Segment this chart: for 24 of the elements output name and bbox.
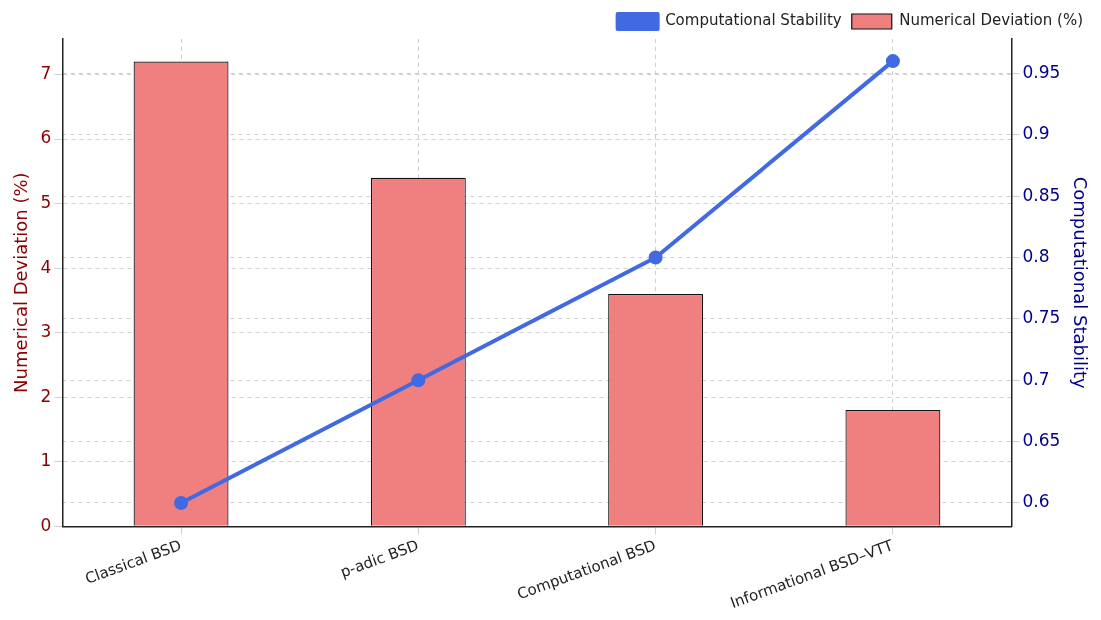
y-tick-label: 3 <box>40 321 52 342</box>
point <box>174 495 189 510</box>
y-axis-title: Numerical Deviation (%) <box>10 172 32 393</box>
y2-tick-label: 0.75 <box>1022 307 1061 328</box>
y-tick-label: 6 <box>40 127 52 148</box>
y2-tick-label: 0.95 <box>1022 61 1061 82</box>
point <box>885 54 900 69</box>
y-tick-label: 1 <box>40 450 52 471</box>
point <box>411 373 426 388</box>
point <box>648 250 663 265</box>
legend-label: Numerical Deviation (%) <box>899 11 1083 30</box>
y2-tick-label: 0.8 <box>1022 245 1050 266</box>
legend-label: Computational Stability <box>665 11 842 30</box>
y2-axis-title: Computational Stability <box>1069 176 1091 389</box>
y2-tick-label: 0.7 <box>1022 368 1050 389</box>
y-tick-label: 4 <box>40 256 52 277</box>
y-tick-label: 5 <box>40 192 52 213</box>
y2-tick-label: 0.6 <box>1022 491 1050 512</box>
y2-tick-label: 0.85 <box>1022 184 1061 205</box>
y-tick-label: 2 <box>40 385 52 406</box>
y2-tick-label: 0.9 <box>1022 123 1050 144</box>
y-tick-label: 0 <box>40 514 52 535</box>
y2-tick-label: 0.65 <box>1022 430 1061 451</box>
y-tick-label: 7 <box>40 62 52 83</box>
